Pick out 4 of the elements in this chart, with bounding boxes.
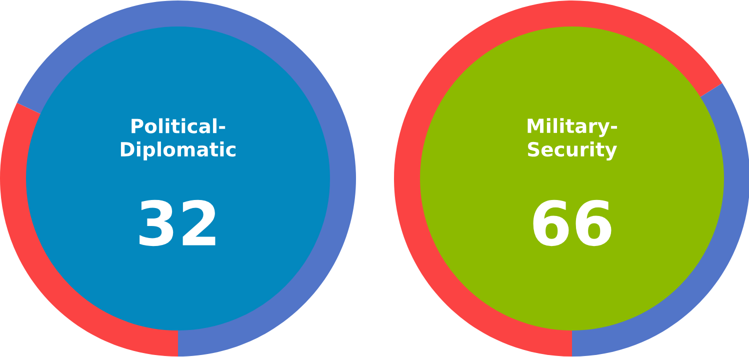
text: Military- Security [528,118,618,161]
data-label: 66 [533,200,612,246]
data-label: 32 [140,200,216,246]
text: Political- Diplomatic [120,118,236,160]
